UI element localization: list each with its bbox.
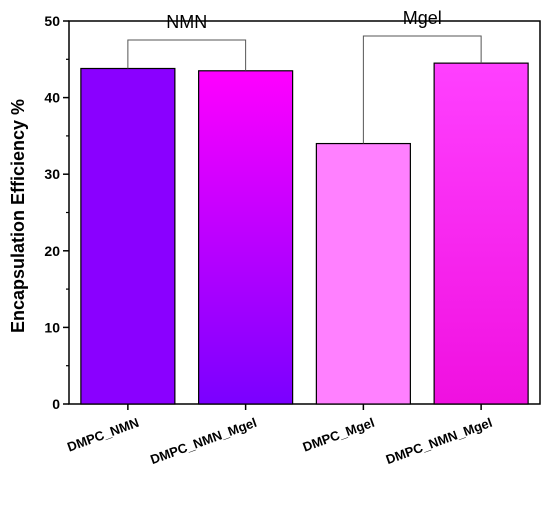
y-tick-label: 10	[44, 319, 60, 335]
bar	[198, 70, 294, 405]
y-tick-label: 50	[44, 13, 60, 29]
group-bracket	[127, 39, 247, 71]
x-tick-label: DMPC_Mgel	[301, 415, 377, 455]
y-tick-label: 20	[44, 243, 60, 259]
y-axis-label: Encapsulation Efficiency %	[8, 99, 28, 333]
y-tick-label: 30	[44, 166, 60, 182]
bar	[315, 142, 411, 405]
y-tick-label: 40	[44, 90, 60, 106]
bars	[80, 62, 529, 405]
x-tick-label: DMPC_NMN_Mgel	[148, 415, 258, 467]
group-label: Mgel	[403, 8, 442, 28]
group-label: NMN	[166, 12, 207, 32]
group-brackets: NMN Mgel	[127, 8, 482, 144]
x-tick-label: DMPC_NMN	[65, 415, 141, 455]
bar	[80, 67, 176, 405]
y-tick-label: 0	[52, 396, 60, 412]
bar	[433, 62, 529, 405]
group-bracket	[362, 35, 482, 144]
x-tick-label: DMPC_NMN_Mgel	[384, 415, 494, 467]
